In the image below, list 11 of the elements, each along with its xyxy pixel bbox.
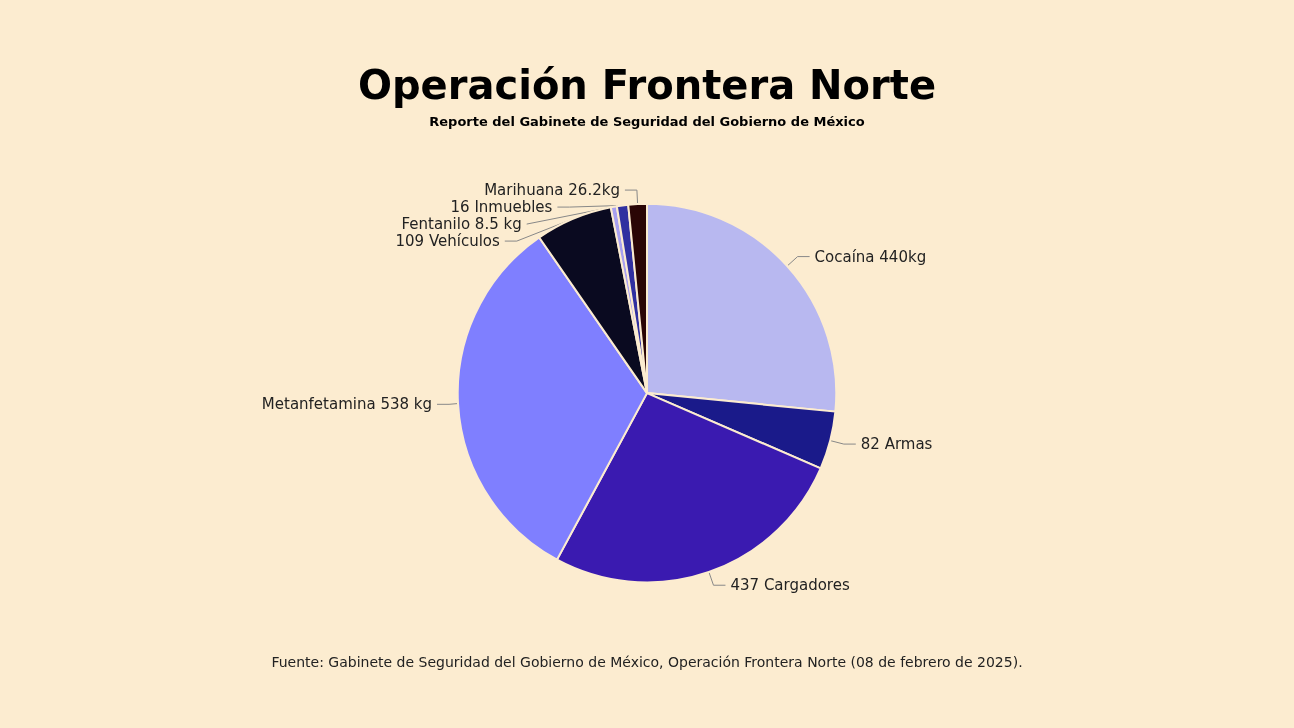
slice-label: 109 Vehículos — [395, 232, 500, 251]
slice-label: 437 Cargadores — [730, 576, 850, 595]
slice-label: Cocaína 440kg — [814, 247, 927, 266]
slice-label: 16 Inmuebles — [450, 198, 553, 217]
source-note: Fuente: Gabinete de Seguridad del Gobierno de México, Operación Frontera Norte (08 de febrero de 2025). — [271, 654, 1023, 670]
slice-label: 82 Armas — [860, 435, 933, 454]
chart-title: Operación Frontera Norte — [357, 62, 937, 108]
slice-label: Marihuana 26.2kg — [484, 181, 620, 200]
chart-subtitle: Reporte del Gabinete de Seguridad del Gobierno de México — [429, 114, 865, 129]
slice-label: Fentanilo 8.5 kg — [401, 215, 522, 234]
slice-label: Metanfetamina 538 kg — [261, 395, 433, 414]
